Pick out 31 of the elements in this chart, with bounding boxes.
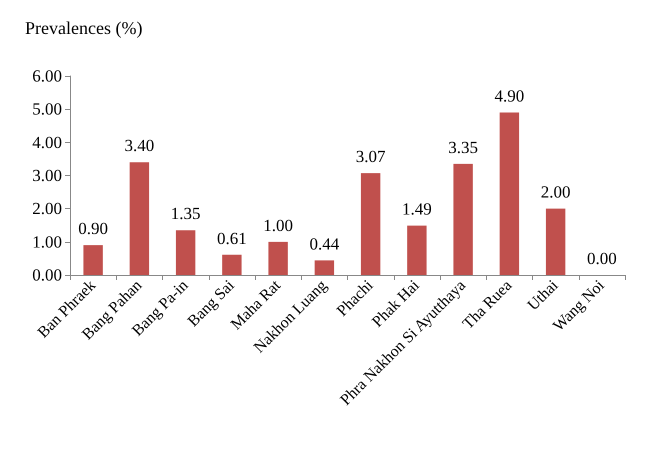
y-tick-label: 4.00	[32, 132, 62, 152]
data-label: 0.61	[217, 228, 247, 248]
y-axis-title: Prevalences (%)	[25, 18, 142, 38]
bar	[268, 242, 288, 275]
bar	[83, 245, 103, 275]
data-label: 1.35	[170, 204, 200, 224]
data-label: 3.35	[448, 138, 478, 157]
bar	[500, 112, 520, 275]
data-label: 4.90	[494, 86, 524, 106]
bar	[130, 162, 150, 275]
data-label: 0.90	[78, 219, 108, 238]
bar	[546, 208, 566, 275]
data-label: 0.00	[587, 249, 617, 268]
bar	[453, 164, 473, 275]
data-label: 2.00	[540, 182, 570, 202]
data-label: 3.07	[356, 147, 386, 166]
bar	[407, 226, 427, 275]
y-tick-label: 0.00	[32, 266, 62, 284]
bar	[360, 173, 380, 275]
y-tick-label: 1.00	[32, 232, 62, 252]
y-tick-label: 6.00	[32, 66, 62, 86]
bar	[176, 230, 196, 275]
bar	[314, 260, 334, 275]
data-label: 3.40	[124, 136, 154, 156]
y-tick-label: 2.00	[32, 199, 62, 218]
bar	[222, 254, 242, 275]
data-label: 1.49	[402, 200, 432, 219]
data-label: 0.44	[310, 234, 340, 254]
y-tick-label: 3.00	[32, 166, 62, 185]
data-label: 1.00	[263, 216, 293, 235]
y-tick-label: 5.00	[32, 100, 62, 119]
